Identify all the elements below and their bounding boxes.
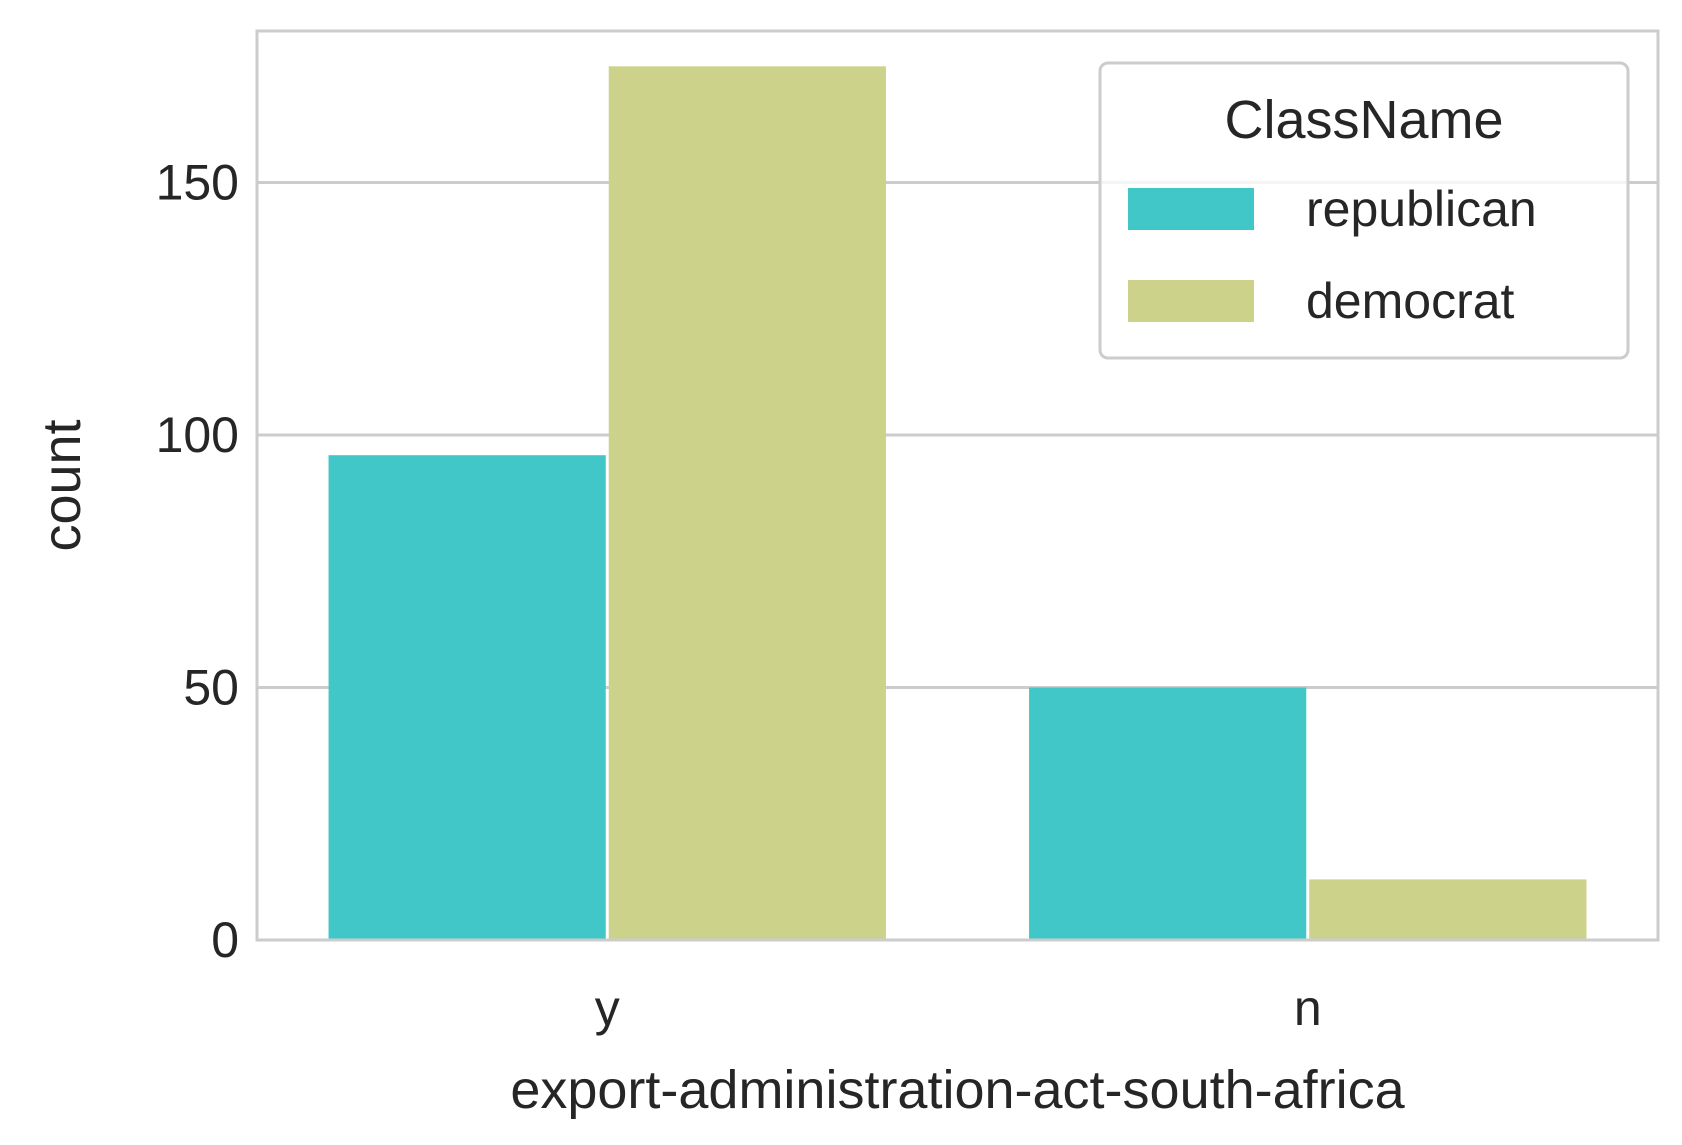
legend: ClassName republican democrat (1098, 61, 1630, 360)
bar-democrat-y (608, 66, 886, 941)
legend-items: republican democrat (1128, 181, 1537, 329)
y-tick-labels: 0 50 100 150 (156, 155, 239, 969)
x-tick-label: n (1294, 980, 1322, 1036)
legend-label-republican: republican (1306, 181, 1537, 237)
x-tick-label: y (595, 980, 620, 1036)
legend-label-democrat: democrat (1306, 273, 1515, 329)
y-tick-label: 0 (211, 912, 239, 968)
y-tick-label: 150 (156, 155, 239, 211)
plot-frame (255, 29, 1660, 942)
legend-swatch-democrat (1128, 280, 1254, 322)
bar-republican-n (1029, 687, 1307, 940)
bar-republican-y (328, 455, 606, 940)
bars (328, 66, 1587, 941)
legend-swatch-republican (1128, 188, 1254, 230)
y-tick-label: 50 (183, 660, 239, 716)
legend-title: ClassName (1224, 90, 1503, 150)
y-tick-label: 100 (156, 407, 239, 463)
x-axis-label: export-administration-act-south-africa (510, 1060, 1405, 1120)
bar-democrat-n (1309, 879, 1587, 940)
y-axis-label: count (32, 419, 92, 551)
